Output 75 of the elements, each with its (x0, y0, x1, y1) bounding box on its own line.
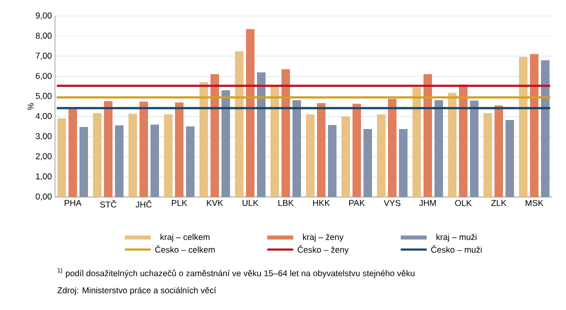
x-tick-label: MSK (526, 200, 544, 206)
bar (222, 90, 230, 197)
bar (270, 86, 280, 197)
bar (364, 129, 372, 197)
y-axis-title: % (28, 103, 34, 110)
bar (434, 100, 444, 197)
bar (352, 104, 362, 197)
bar (104, 101, 112, 197)
x-tick-label: PAK (349, 200, 365, 206)
bar (200, 82, 208, 197)
y-tick-label: 2,00 (36, 153, 52, 160)
y-tick-label: 7,00 (36, 52, 52, 60)
x-tick-label: LBK (278, 200, 294, 206)
bar (399, 129, 408, 197)
legend-label: kraj – muži (436, 234, 476, 242)
bar (519, 57, 528, 197)
bar (68, 109, 77, 197)
x-tick-label: ZLK (491, 200, 506, 206)
bar (164, 114, 172, 197)
bar (541, 60, 550, 197)
legend-label: Česko – ženy (298, 245, 349, 254)
bar (506, 120, 514, 197)
legend-label: Česko – celkem (155, 245, 215, 253)
bar (58, 118, 66, 197)
x-tick-label: PLK (172, 200, 188, 206)
bar (470, 100, 479, 197)
bar (115, 125, 124, 197)
y-tick-label: 3,00 (36, 133, 52, 140)
x-tick-label: OLK (455, 200, 472, 206)
y-tick-label: 1,00 (36, 173, 52, 180)
bar (484, 113, 492, 197)
bar (282, 69, 290, 197)
bar (448, 92, 457, 197)
text: Zdroj: Ministerstvo práce a sociálních věcí (57, 286, 216, 296)
bar (292, 100, 302, 197)
bar (377, 114, 386, 197)
x-tick-label: PHA (64, 200, 82, 206)
bar (80, 127, 88, 197)
y-tick-label: 6,00 (36, 72, 52, 80)
bar (186, 126, 194, 197)
bar (93, 113, 102, 197)
bar (412, 87, 422, 197)
bar (246, 29, 255, 197)
x-tick-label: KVK (206, 200, 224, 206)
bar (257, 72, 266, 197)
bar (342, 116, 350, 197)
x-tick-label: HKK (313, 200, 330, 206)
y-tick-label: 8,00 (36, 32, 52, 40)
y-tick-label: 5,00 (36, 92, 52, 100)
bar (150, 124, 159, 197)
text: $^{1)}$ podíl dosažitelných uchazečů o zaměstnání ve věku 15–64 let na obyvatelstvu stejného věku (58, 268, 414, 278)
bar (388, 98, 397, 197)
y-tick-label: 0,00 (36, 193, 52, 201)
x-tick-label: ULK (242, 200, 258, 206)
bar (424, 74, 432, 197)
x-tick-label: JHM (419, 200, 436, 206)
bar (306, 114, 315, 197)
bar (459, 84, 468, 197)
x-tick-label: VYS (384, 200, 400, 206)
y-tick-label: 9,00 (36, 12, 52, 20)
legend-label: kraj – ženy (303, 234, 344, 242)
bar (328, 125, 337, 197)
bar (128, 114, 137, 197)
y-tick-label: 4,00 (36, 113, 52, 120)
bar (175, 102, 184, 197)
bar (140, 102, 148, 197)
legend-label: kraj – celkem (160, 234, 210, 242)
bar (317, 103, 326, 197)
bar (530, 54, 539, 197)
bar (210, 74, 219, 197)
x-tick-label: JHČ (136, 200, 152, 208)
bar (235, 51, 244, 197)
legend-label: Česko – muži (431, 245, 482, 253)
bar (494, 105, 504, 197)
x-tick-label: STČ (100, 200, 116, 208)
